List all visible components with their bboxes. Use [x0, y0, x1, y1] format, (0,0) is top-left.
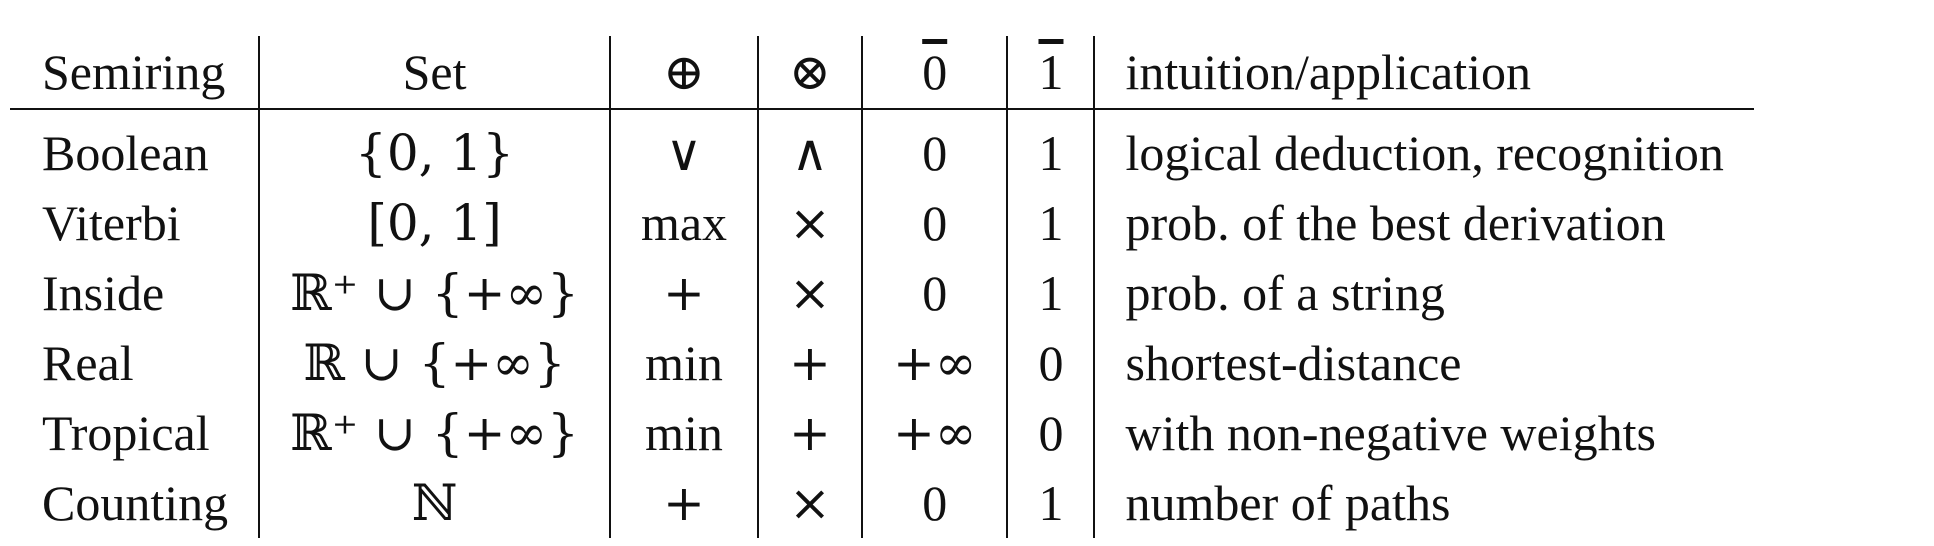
- cell-times: ×: [757, 188, 862, 258]
- cell-times: ∧: [757, 109, 862, 188]
- cell-one: 0: [1006, 398, 1095, 468]
- cell-one: 1: [1006, 468, 1095, 538]
- cell-semiring: Boolean: [42, 125, 209, 181]
- table-row: Boolean {0, 1} ∨ ∧ 0 1 logical deduction…: [10, 109, 1754, 188]
- cell-zero: 0: [860, 468, 1008, 538]
- cell-set: ℕ: [258, 468, 610, 538]
- cell-intuition: with non-negative weights: [1093, 398, 1754, 468]
- header-zero: 0: [860, 36, 1008, 110]
- cell-semiring: Real: [42, 335, 134, 391]
- table-row: Inside ℝ⁺ ∪ {+∞} + × 0 1 prob. of a stri…: [10, 258, 1754, 328]
- cell-semiring: Inside: [42, 265, 165, 321]
- header-one-value: 1: [1038, 44, 1064, 100]
- cell-zero: 0: [860, 188, 1008, 258]
- cell-intuition: prob. of a string: [1093, 258, 1754, 328]
- table-row: Viterbi [0, 1] max × 0 1 prob. of the be…: [10, 188, 1754, 258]
- cell-zero: 0: [860, 109, 1008, 188]
- table-header-row: Semiring Set ⊕ ⊗ 0 1 intuition/applicati…: [10, 36, 1754, 110]
- table-row: Counting ℕ + × 0 1 number of paths: [10, 468, 1754, 538]
- header-plus: ⊕: [608, 36, 759, 110]
- header-semiring: Semiring: [10, 36, 260, 110]
- cell-set: ℝ⁺ ∪ {+∞}: [258, 258, 610, 328]
- cell-intuition: shortest-distance: [1093, 328, 1754, 398]
- table-row: Real ℝ ∪ {+∞} min + +∞ 0 shortest-distan…: [10, 328, 1754, 398]
- cell-set: {0, 1}: [258, 109, 610, 188]
- cell-plus: +: [608, 258, 759, 328]
- cell-intuition: prob. of the best derivation: [1093, 188, 1754, 258]
- header-zero-value: 0: [922, 44, 948, 100]
- cell-semiring: Viterbi: [42, 195, 181, 251]
- cell-semiring: Counting: [42, 475, 229, 531]
- cell-plus: ∨: [608, 109, 759, 188]
- cell-zero: +∞: [860, 398, 1008, 468]
- cell-one: 1: [1006, 188, 1095, 258]
- cell-set: ℝ ∪ {+∞}: [258, 328, 610, 398]
- header-times: ⊗: [757, 36, 862, 110]
- cell-intuition: logical deduction, recognition: [1093, 109, 1754, 188]
- cell-times: +: [757, 398, 862, 468]
- header-intuition: intuition/application: [1093, 36, 1754, 110]
- cell-zero: +∞: [860, 328, 1008, 398]
- cell-plus: min: [608, 328, 759, 398]
- table-row: Tropical ℝ⁺ ∪ {+∞} min + +∞ 0 with non-n…: [10, 398, 1754, 468]
- cell-zero: 0: [860, 258, 1008, 328]
- cell-plus: min: [608, 398, 759, 468]
- cell-one: 1: [1006, 109, 1095, 188]
- header-set: Set: [258, 36, 610, 110]
- cell-times: ×: [757, 258, 862, 328]
- semiring-table: Semiring Set ⊕ ⊗ 0 1 intuition/applicati…: [10, 36, 1754, 538]
- cell-times: ×: [757, 468, 862, 538]
- cell-times: +: [757, 328, 862, 398]
- cell-one: 0: [1006, 328, 1095, 398]
- cell-semiring: Tropical: [42, 405, 210, 461]
- cell-set: [0, 1]: [258, 188, 610, 258]
- cell-plus: max: [608, 188, 759, 258]
- header-one: 1: [1006, 36, 1095, 110]
- cell-plus: +: [608, 468, 759, 538]
- cell-intuition: number of paths: [1093, 468, 1754, 538]
- cell-one: 1: [1006, 258, 1095, 328]
- cell-set: ℝ⁺ ∪ {+∞}: [258, 398, 610, 468]
